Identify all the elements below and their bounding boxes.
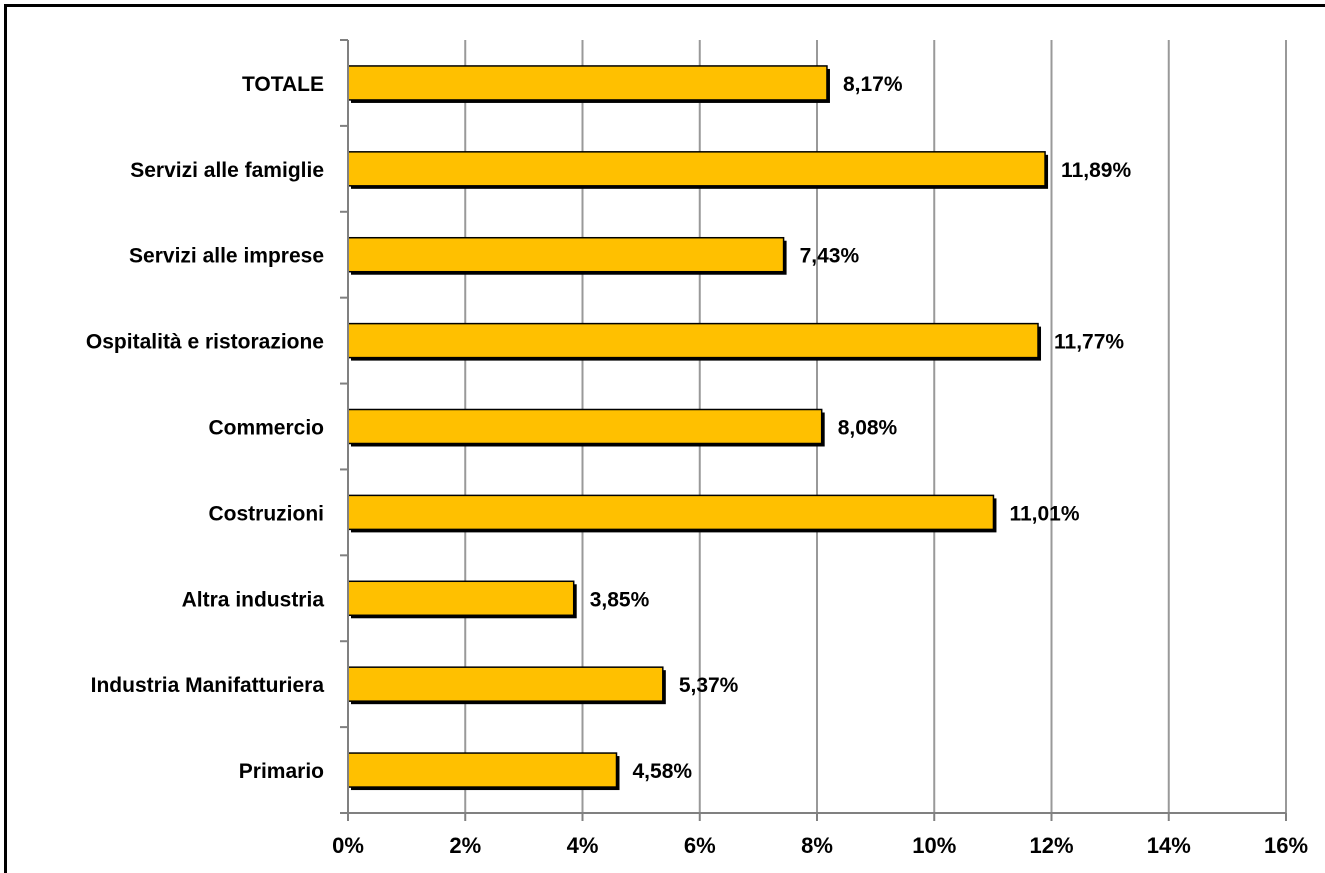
- x-tick-label: 8%: [801, 833, 833, 858]
- x-tick-label: 12%: [1029, 833, 1073, 858]
- bar: [347, 580, 575, 617]
- bars: [347, 65, 1049, 791]
- x-tick-label: 0%: [332, 833, 364, 858]
- data-label: 8,08%: [838, 417, 898, 440]
- data-label: 11,89%: [1061, 159, 1131, 182]
- labels: 0% 2% 4% 6% 8% 10% 12% 14% 16% TOTALE 8,17% Servizi…: [86, 73, 1308, 858]
- bar: [347, 666, 664, 702]
- category-label: Servizi alle imprese: [129, 245, 324, 268]
- x-tick-label: 6%: [684, 833, 716, 858]
- x-tick-label: 14%: [1147, 833, 1191, 858]
- data-label: 3,85%: [590, 588, 650, 611]
- bar: [347, 65, 828, 101]
- data-label: 8,17%: [843, 73, 903, 96]
- x-tick-label: 4%: [567, 833, 599, 858]
- data-label: 4,58%: [633, 760, 693, 783]
- data-label: 7,43%: [800, 245, 860, 268]
- data-label: 11,01%: [1009, 502, 1079, 525]
- x-tick-label: 2%: [449, 833, 481, 858]
- category-label: Altra industria: [182, 588, 325, 611]
- category-label: Servizi alle famiglie: [130, 159, 324, 182]
- category-label: TOTALE: [242, 73, 324, 96]
- data-label: 5,37%: [679, 674, 739, 697]
- category-label: Costruzioni: [209, 502, 325, 525]
- bar: [347, 236, 785, 273]
- category-label: Commercio: [208, 417, 324, 440]
- x-tick-label: 10%: [912, 833, 956, 858]
- bar: [347, 494, 995, 531]
- category-label: Ospitalità e ristorazione: [86, 331, 324, 354]
- bar: [347, 752, 618, 788]
- bar: [347, 408, 823, 445]
- data-label: 11,77%: [1054, 331, 1124, 354]
- chart-frame: [4, 4, 1325, 873]
- x-tick-label: 16%: [1264, 833, 1308, 858]
- category-label: Primario: [239, 760, 324, 783]
- axes: [340, 39, 1287, 821]
- bar: [347, 322, 1039, 359]
- category-label: Industria Manifatturiera: [91, 674, 325, 697]
- bar: [347, 151, 1046, 187]
